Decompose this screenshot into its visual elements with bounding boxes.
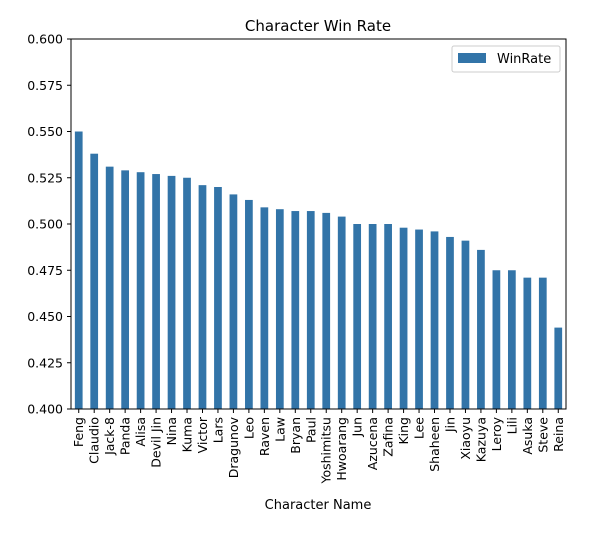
x-tick-label: Feng: [71, 417, 86, 447]
bar-panda: [121, 170, 130, 409]
x-tick-label: Hwoarang: [334, 417, 349, 481]
bar-claudio: [90, 153, 99, 409]
bar-lili: [507, 270, 516, 409]
x-tick-label: Azucena: [365, 417, 380, 470]
x-tick-label: Paul: [303, 417, 318, 443]
bar-jack-8: [105, 166, 114, 409]
bar-victor: [198, 185, 207, 409]
x-tick-label: Yoshimitsu: [319, 417, 334, 485]
bar-kazuya: [477, 249, 485, 409]
x-tick-label: Raven: [257, 417, 272, 456]
bar-king: [399, 227, 408, 409]
bar-kuma: [183, 177, 191, 409]
x-tick-label: Leo: [241, 417, 256, 439]
bar-raven: [260, 207, 269, 409]
y-tick-label: 0.500: [27, 217, 63, 232]
y-tick-label: 0.425: [27, 355, 63, 370]
x-axis: Feng Claudio Jack-8 Panda Alisa Devil Jin Nina…: [71, 409, 566, 485]
x-tick-label: Alisa: [133, 417, 148, 447]
bar-azucena: [368, 224, 377, 409]
x-tick-label: King: [396, 417, 411, 445]
x-tick-label: Bryan: [288, 417, 303, 454]
bar-bryan: [291, 211, 300, 409]
x-tick-label: Zafina: [381, 417, 396, 457]
bar-leroy: [492, 270, 501, 409]
bar-nina: [167, 175, 176, 409]
bar-zafina: [384, 224, 392, 409]
y-axis: 0.400 0.425 0.450 0.475 0.500 0.525 0.550 0.575…: [27, 32, 71, 417]
chart-title: Character Win Rate: [245, 17, 391, 35]
legend-box: [451, 45, 561, 73]
y-tick-label: 0.550: [27, 124, 63, 139]
x-tick-label: Kazuya: [473, 417, 488, 462]
x-tick-label: Nina: [164, 417, 179, 445]
x-tick-label: Lars: [210, 417, 225, 443]
bar-leo: [245, 199, 253, 409]
bar-asuka: [523, 277, 532, 409]
bar-yoshimitsu: [322, 212, 331, 409]
bar-steve: [538, 277, 547, 409]
legend: WinRate: [451, 45, 561, 73]
x-tick-label: Victor: [195, 416, 210, 453]
y-tick-label: 0.475: [27, 263, 63, 278]
y-tick-label: 0.525: [27, 170, 63, 185]
y-tick-label: 0.575: [27, 78, 63, 93]
bar-jin: [446, 236, 454, 409]
bar-alisa: [136, 172, 145, 409]
bar-xiaoyu: [461, 240, 470, 409]
bar-law: [275, 209, 284, 409]
x-tick-label: Jun: [350, 417, 365, 438]
bar-reina: [554, 327, 563, 409]
x-tick-label: Panda: [118, 417, 133, 455]
x-tick-label: Lee: [412, 417, 427, 439]
legend-label: WinRate: [497, 52, 551, 67]
x-tick-label: Devil Jin: [149, 417, 164, 468]
x-tick-label: Law: [272, 417, 287, 442]
x-axis-label: Character Name: [265, 498, 372, 513]
legend-swatch: [458, 53, 486, 63]
bar-dragunov: [229, 194, 238, 409]
x-tick-label: Lili: [504, 417, 519, 434]
bar-shaheen: [430, 231, 439, 409]
x-tick-label: Leroy: [489, 416, 504, 451]
bar-feng: [74, 131, 83, 409]
bar-lars: [214, 187, 222, 409]
x-tick-label: Xiaoyu: [458, 417, 473, 460]
x-tick-label: Asuka: [520, 417, 535, 455]
y-tick-label: 0.450: [27, 309, 63, 324]
x-tick-label: Claudio: [87, 417, 102, 464]
bar-jun: [353, 224, 362, 409]
plot-frame: [70, 38, 567, 410]
bar-paul: [306, 211, 315, 409]
x-tick-label: Steve: [535, 417, 550, 453]
y-tick-label: 0.400: [27, 402, 63, 417]
x-tick-label: Jack-8: [102, 417, 117, 456]
bar-devil-jin: [152, 174, 160, 409]
x-tick-label: Kuma: [180, 417, 195, 452]
x-tick-label: Jin: [442, 417, 457, 433]
bar-lee: [415, 229, 423, 409]
y-tick-label: 0.600: [27, 32, 63, 47]
bars-group: [74, 131, 563, 409]
x-tick-label: Dragunov: [226, 416, 241, 478]
x-tick-label: Reina: [551, 417, 566, 452]
bar-hwoarang: [337, 216, 346, 409]
x-tick-label: Shaheen: [427, 417, 442, 472]
